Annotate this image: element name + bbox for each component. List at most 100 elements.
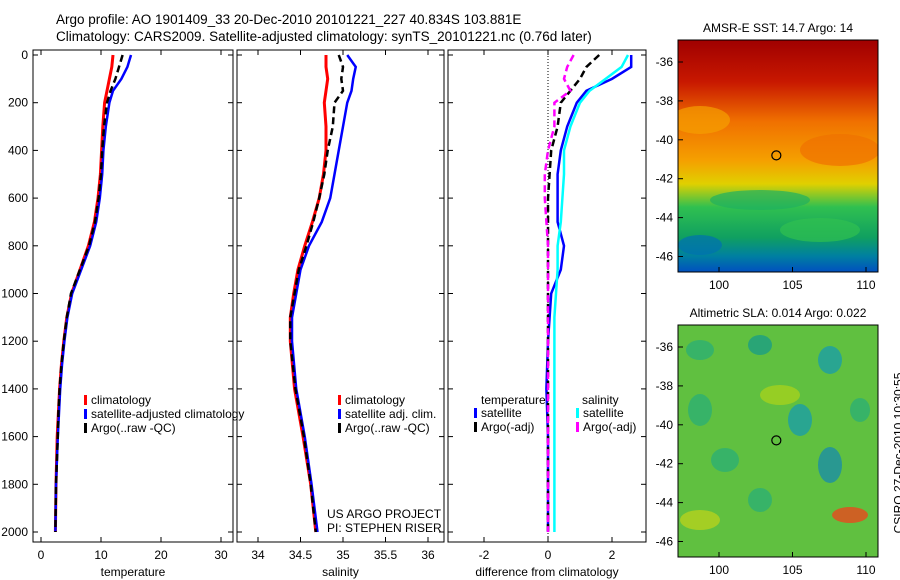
map-frame — [677, 39, 879, 273]
sla-patch — [688, 394, 712, 426]
y-tick-label: 0 — [21, 48, 28, 62]
sla-patch — [711, 448, 739, 472]
legend-label: Argo(-adj) — [583, 420, 636, 434]
legend-swatch — [338, 423, 341, 433]
y-tick-label: 800 — [8, 239, 28, 253]
title-line-2: Climatology: CARS2009. Satellite-adjuste… — [56, 29, 592, 44]
y-tick-label: -38 — [656, 94, 674, 108]
x-tick-label: 36 — [421, 548, 435, 562]
project-label: US ARGO PROJECT — [327, 507, 442, 521]
legend-label: climatology — [91, 393, 151, 407]
series-line-salinity-argo-adj- — [543, 54, 575, 532]
legend-title-temperature: temperature — [481, 393, 546, 407]
x-tick-label: 100 — [709, 563, 729, 577]
x-tick-label: 105 — [782, 278, 802, 292]
map-sla — [678, 325, 878, 557]
y-tick-label: -46 — [656, 250, 674, 264]
legend-swatch — [84, 409, 87, 419]
x-tick-label: 0 — [545, 548, 552, 562]
sla-patch — [818, 346, 842, 374]
y-tick-label: 400 — [8, 143, 28, 157]
sla-patch — [818, 447, 842, 483]
x-tick-label: 34 — [251, 548, 265, 562]
series-line-satellite-adjusted-climatology — [54, 54, 133, 533]
legend-swatch — [84, 395, 87, 405]
sla-patch — [748, 335, 772, 355]
argo-location-marker — [771, 150, 782, 161]
legend-swatch — [338, 395, 341, 405]
legend-label: satellite — [481, 406, 522, 420]
x-axis-label: difference from climatology — [475, 565, 618, 579]
legend-label: Argo(-adj) — [481, 420, 534, 434]
sst-patch — [678, 106, 730, 134]
x-axis-label: salinity — [322, 565, 359, 579]
x-tick-label: 35.5 — [374, 548, 398, 562]
x-tick-label: -2 — [479, 548, 490, 562]
y-tick-label: 1400 — [1, 382, 28, 396]
argo-location-marker — [771, 435, 782, 446]
y-tick-label: -40 — [656, 418, 674, 432]
legend-swatch — [474, 408, 477, 418]
sla-patch — [788, 404, 812, 436]
x-tick-label: 100 — [709, 278, 729, 292]
sst-patch — [678, 235, 722, 255]
legend-swatch — [84, 423, 87, 433]
series-line-argo-raw-qc- — [54, 54, 124, 533]
x-tick-label: 34.5 — [289, 548, 313, 562]
series-line-temperature-satellite — [545, 55, 633, 532]
legend-title-salinity: salinity — [582, 393, 619, 407]
y-tick-label: 1200 — [1, 334, 28, 348]
y-tick-label: -38 — [656, 379, 674, 393]
y-tick-label: 1600 — [1, 430, 28, 444]
legend-label: Argo(..raw -QC) — [91, 421, 176, 435]
legend-label: satellite-adjusted climatology — [91, 407, 244, 421]
x-tick-label: 105 — [782, 563, 802, 577]
x-tick-label: 35 — [336, 548, 350, 562]
legend-label: Argo(..raw -QC) — [345, 421, 430, 435]
map-title: Altimetric SLA: 0.014 Argo: 0.022 — [690, 306, 867, 320]
sla-patch — [748, 488, 772, 512]
legend-swatch — [338, 409, 341, 419]
legend-label: climatology — [345, 393, 405, 407]
y-tick-label: 600 — [8, 191, 28, 205]
sst-patch — [800, 134, 878, 166]
y-tick-label: 2000 — [1, 525, 28, 539]
sla-patch — [680, 510, 720, 530]
sla-patch — [850, 398, 870, 422]
series-line-climatology — [53, 54, 115, 533]
y-tick-label: 1000 — [1, 287, 28, 301]
y-tick-label: -42 — [656, 457, 674, 471]
x-tick-label: 2 — [609, 548, 616, 562]
axes-frame-2 — [236, 49, 445, 543]
y-tick-label: -44 — [656, 211, 674, 225]
y-tick-label: -36 — [656, 55, 674, 69]
axes-frame-3 — [447, 49, 647, 543]
axes-frame-1 — [32, 49, 234, 543]
x-tick-label: 20 — [154, 548, 168, 562]
sla-patch — [832, 507, 868, 523]
legend-swatch — [576, 408, 579, 418]
y-tick-label: -44 — [656, 496, 674, 510]
y-tick-label: -46 — [656, 535, 674, 549]
y-tick-label: -40 — [656, 133, 674, 147]
x-axis-label: temperature — [101, 565, 166, 579]
legend-label: satellite adj. clim. — [345, 407, 436, 421]
legend-swatch — [474, 422, 477, 432]
y-tick-label: -42 — [656, 172, 674, 186]
series-line-satellite-adj-clim- — [290, 54, 358, 533]
x-tick-label: 110 — [856, 563, 875, 577]
map-sst — [678, 40, 878, 272]
legend-swatch — [576, 422, 579, 432]
y-tick-label: 1800 — [1, 477, 28, 491]
y-tick-label: -36 — [656, 340, 674, 354]
x-tick-label: 110 — [856, 278, 875, 292]
series-line-salinity-satellite — [553, 54, 630, 532]
x-tick-label: 30 — [214, 548, 228, 562]
legend-label: satellite — [583, 406, 624, 420]
map-frame — [677, 324, 879, 558]
sst-patch — [780, 218, 860, 242]
series-line-argo-raw-qc- — [289, 54, 345, 533]
y-tick-label: 200 — [8, 96, 28, 110]
pi-label: PI: STEPHEN RISER — [327, 521, 442, 535]
